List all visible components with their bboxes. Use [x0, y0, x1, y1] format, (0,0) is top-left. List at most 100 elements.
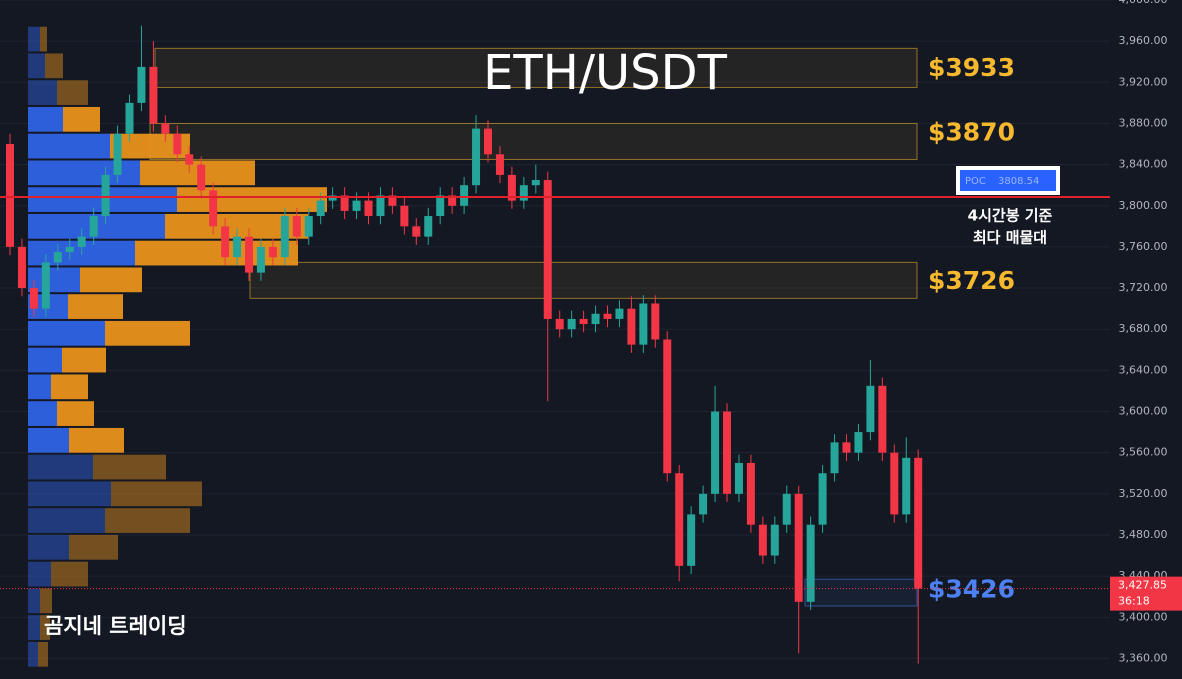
candle-body: [436, 195, 445, 217]
profile-buy: [28, 534, 69, 560]
profile-buy: [28, 481, 111, 507]
candles: [6, 25, 923, 664]
candle-body: [723, 411, 731, 494]
candle-body: [639, 303, 648, 345]
candle-body: [627, 308, 636, 345]
candle-body: [245, 236, 253, 273]
profile-buy: [28, 80, 57, 105]
zone-label: $3426: [928, 575, 1015, 604]
y-tick-label: 3,840.00: [1119, 158, 1168, 171]
candle-body: [603, 313, 612, 319]
profile-sell: [40, 615, 50, 640]
candle-body: [376, 195, 385, 217]
profile-buy: [28, 320, 105, 346]
watermark: 곰지네 트레이딩: [44, 614, 187, 638]
candle-body: [400, 205, 409, 227]
chart-title: ETH/USDT: [483, 45, 727, 101]
profile-sell: [57, 80, 88, 105]
candle-body: [854, 432, 863, 453]
candle-body: [65, 246, 74, 253]
profile-buy: [28, 427, 69, 453]
candle-body: [185, 154, 194, 165]
profile-sell: [45, 53, 63, 79]
profile-buy: [28, 26, 40, 52]
profile-sell: [80, 267, 142, 293]
y-tick-label: 3,760.00: [1119, 240, 1168, 253]
profile-sell: [177, 187, 327, 212]
candle-body: [758, 524, 767, 556]
candle-body: [113, 133, 122, 175]
candle-body: [101, 174, 110, 217]
profile-buy: [28, 561, 51, 587]
y-tick-label: 3,720.00: [1119, 281, 1168, 294]
candle-body: [746, 462, 755, 525]
profile-buy: [28, 374, 51, 400]
candle-body: [89, 216, 98, 237]
candle-body: [687, 514, 696, 566]
candle-body: [591, 313, 600, 325]
profile-sell: [63, 106, 100, 132]
profile-buy: [28, 615, 40, 640]
profile-sell: [51, 374, 88, 400]
candle-body: [53, 252, 62, 263]
candle-body: [579, 318, 588, 325]
candle-body: [555, 318, 564, 330]
candle-body: [352, 200, 361, 211]
profile-sell: [38, 641, 48, 667]
candle-body: [280, 216, 289, 258]
y-tick-label: 3,640.00: [1119, 363, 1168, 376]
profile-buy: [28, 106, 63, 132]
zone-label: $3870: [928, 118, 1015, 147]
candle-body: [472, 128, 481, 186]
candle-body: [806, 524, 815, 602]
overlay: 3,360.003,400.003,440.003,480.003,520.00…: [0, 0, 1182, 664]
profile-buy: [28, 588, 40, 614]
y-tick-label: 3,480.00: [1119, 528, 1168, 541]
candle-body: [663, 339, 672, 474]
zone-box: [149, 122, 918, 160]
last-price-box: [1110, 576, 1182, 611]
profile-sell: [93, 454, 166, 480]
profile-sell: [69, 534, 118, 560]
zone-label: $3726: [928, 266, 1015, 295]
profile-buy: [28, 454, 93, 480]
candle-body: [256, 246, 265, 273]
candle-body: [543, 180, 552, 319]
candle-body: [495, 154, 504, 175]
annotation: 4시간봉 기준: [968, 207, 1053, 225]
poc-label: POC: [965, 176, 986, 187]
profile-sell: [40, 26, 47, 52]
candle-body: [519, 185, 528, 201]
candle-body: [615, 308, 624, 319]
candle-body: [6, 144, 14, 247]
candle-body: [890, 452, 899, 515]
y-tick-label: 3,560.00: [1119, 446, 1168, 459]
candle-body: [340, 195, 349, 211]
candle-body: [866, 385, 875, 433]
y-tick-label: 3,920.00: [1119, 75, 1168, 88]
candle-body: [830, 442, 839, 474]
candle-body: [316, 200, 325, 217]
candle-body: [29, 288, 38, 309]
y-tick-label: 3,400.00: [1119, 610, 1168, 623]
candle-body: [651, 303, 660, 340]
candle-body: [507, 174, 516, 201]
zone-label: $3933: [928, 53, 1015, 82]
candle-body: [711, 411, 720, 494]
candle-body: [173, 133, 182, 155]
candle-body: [268, 246, 277, 258]
candle-body: [209, 190, 218, 227]
candle-body: [842, 442, 851, 453]
candle-body: [770, 524, 779, 556]
y-tick-label: 3,880.00: [1119, 116, 1168, 129]
candle-body: [531, 180, 540, 186]
candle-body: [149, 66, 158, 124]
candle-body: [77, 236, 86, 247]
candle-body: [161, 123, 170, 134]
y-tick-label: 3,520.00: [1119, 487, 1168, 500]
candle-body: [567, 318, 576, 330]
volume-profile: [28, 26, 327, 667]
candle-body: [914, 457, 923, 589]
candle-body: [878, 385, 887, 453]
